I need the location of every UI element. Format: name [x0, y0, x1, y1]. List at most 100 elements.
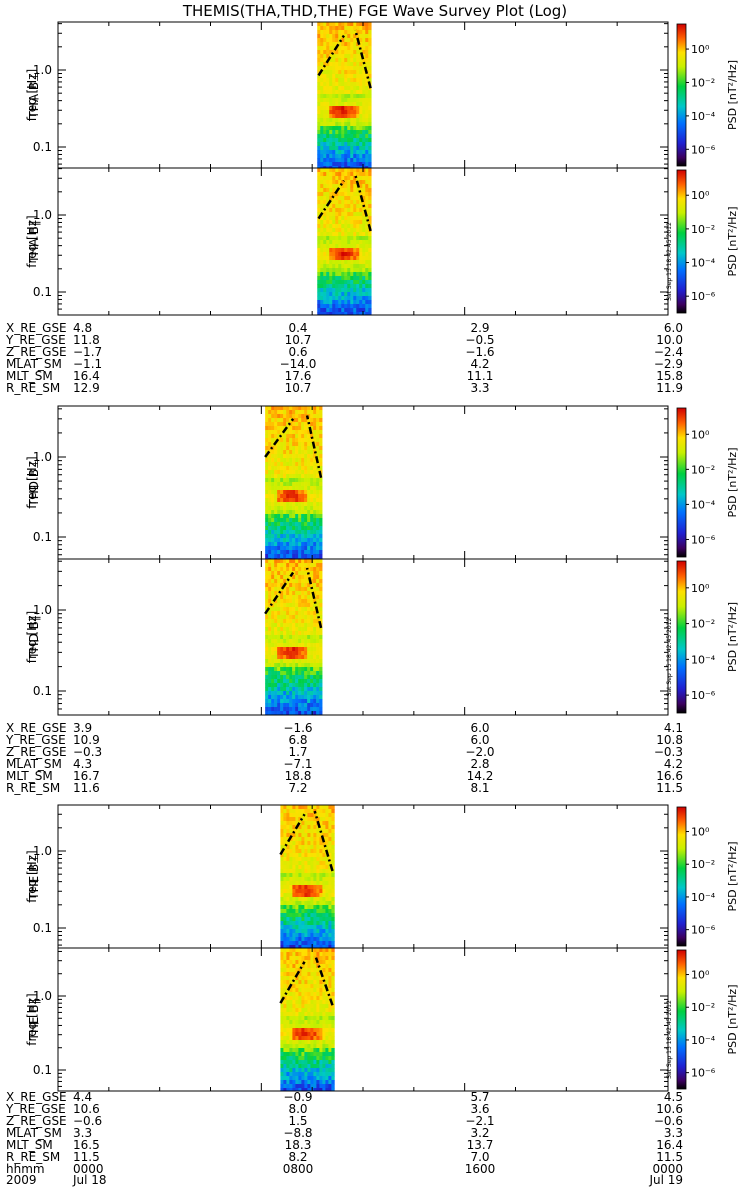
ephemeris-value: 10.6 — [656, 1102, 683, 1116]
ephemeris-value: 10.7 — [285, 333, 312, 347]
colorbar — [676, 806, 687, 947]
ephemeris-value: −8.8 — [283, 1126, 312, 1140]
ephemeris-row-label: X_RE_GSE — [6, 1090, 67, 1104]
gyrofrequency-line — [305, 567, 323, 629]
colorbar-tick-label: 10⁻² — [691, 858, 715, 871]
ephemeris-value: 4.2 — [664, 757, 683, 771]
ephemeris-value: 6.8 — [288, 733, 307, 747]
ephemeris-value: 3.2 — [470, 1126, 489, 1140]
panel-name-label: THD B⊥ — [27, 458, 41, 507]
ephemeris-value: 16.5 — [73, 1138, 100, 1152]
ephemeris-row-label: R_RE_SM — [6, 781, 60, 795]
ephemeris-value: −0.5 — [465, 333, 494, 347]
ephemeris-value: 4.2 — [470, 357, 489, 371]
ephemeris-value: −1.7 — [73, 345, 102, 359]
ephemeris-value: 16.4 — [656, 1138, 683, 1152]
ephemeris-value: 6.0 — [470, 733, 489, 747]
spectrogram-panel — [57, 804, 689, 949]
ephemeris-value: 4.4 — [73, 1090, 92, 1104]
panel-name-label: THD B∥ — [27, 615, 41, 660]
ephemeris-row-label: R_RE_SM — [6, 381, 60, 395]
ephemeris-value: 8.0 — [288, 1102, 307, 1116]
ephemeris-row-label: R_RE_SM — [6, 1150, 60, 1164]
colorbar-tick-label: 10⁻⁴ — [691, 110, 716, 123]
colorbar-label: PSD [nT²/Hz] — [726, 206, 739, 276]
y-tick-label: 0.1 — [33, 1063, 52, 1077]
x-tick-label: 0000 — [73, 1162, 104, 1176]
x-tick-label: 1600 — [465, 1162, 496, 1176]
ephemeris-row-label: MLAT_SM — [6, 1126, 62, 1140]
ephemeris-value: 11.9 — [656, 381, 683, 395]
ephemeris-value: −2.4 — [654, 345, 683, 359]
ephemeris-value: 11.5 — [656, 1150, 683, 1164]
colorbar-tick-label: 10⁻⁴ — [691, 891, 716, 904]
colorbar-label: PSD [nT²/Hz] — [726, 602, 739, 672]
ephemeris-value: −14.0 — [280, 357, 317, 371]
ephemeris-value: 8.2 — [288, 1150, 307, 1164]
ephemeris-row-label: X_RE_GSE — [6, 321, 67, 335]
colorbar-label: PSD [nT²/Hz] — [726, 984, 739, 1054]
colorbar-tick-label: 10⁻² — [691, 463, 715, 476]
colorbar-tick-label: 10⁻⁶ — [691, 689, 716, 702]
ephemeris-value: 4.5 — [664, 1090, 683, 1104]
colorbar — [676, 407, 687, 558]
ephemeris-row-label: MLAT_SM — [6, 357, 62, 371]
ephemeris-value: 0.4 — [288, 321, 307, 335]
ephemeris-value: 11.5 — [656, 781, 683, 795]
ephemeris-value: −2.1 — [465, 1114, 494, 1128]
ephemeris-row-label: MLT_SM — [6, 1138, 53, 1152]
date-label: 2009 — [6, 1173, 37, 1187]
y-tick-label: 1.0 — [33, 450, 52, 464]
colorbar-tick-label: 10⁻⁶ — [691, 143, 716, 156]
page-title: THEMIS(THA,THD,THE) FGE Wave Survey Plot… — [182, 2, 568, 20]
spectrogram-panel — [57, 21, 689, 169]
ephemeris-value: 2.8 — [470, 757, 489, 771]
ephemeris-value: 1.7 — [288, 745, 307, 759]
ephemeris-value: 11.8 — [73, 333, 100, 347]
colorbar-tick-label: 10⁻⁶ — [691, 290, 716, 303]
colorbar-tick-label: 10⁻⁶ — [691, 1067, 716, 1080]
y-tick-label: 0.1 — [33, 921, 52, 935]
ephemeris-value: −2.9 — [654, 357, 683, 371]
ephemeris-value: −7.1 — [283, 757, 312, 771]
ephemeris-value: 8.1 — [470, 781, 489, 795]
colorbar-tick-label: 10⁻² — [691, 1001, 715, 1014]
colorbar-tick-label: 10⁰ — [691, 969, 710, 982]
colorbar-label: PSD [nT²/Hz] — [726, 447, 739, 517]
ephemeris-value: −0.6 — [73, 1114, 102, 1128]
ephemeris-row-label: Y_RE_GSE — [5, 1102, 66, 1116]
ephemeris-value: −2.0 — [465, 745, 494, 759]
ephemeris-row-label: Z_RE_GSE — [6, 745, 67, 759]
gyrofrequency-line — [264, 571, 295, 615]
date-label: Jul 18 — [72, 1173, 107, 1187]
colorbar-tick-label: 10⁰ — [691, 826, 710, 839]
y-axis-label: freq [Hz] — [25, 850, 39, 902]
ephemeris-value: 7.2 — [288, 781, 307, 795]
ephemeris-value: 10.9 — [73, 733, 100, 747]
y-tick-label: 1.0 — [33, 844, 52, 858]
x-tick-label: 0000 — [652, 1162, 683, 1176]
y-tick-label: 1.0 — [33, 208, 52, 222]
ephemeris-value: 11.5 — [73, 1150, 100, 1164]
spectrogram-panel — [57, 947, 689, 1092]
colorbar — [676, 949, 687, 1090]
colorbar-tick-label: 10⁰ — [691, 428, 710, 441]
ephemeris-value: −0.3 — [654, 745, 683, 759]
colorbar-label: PSD [nT²/Hz] — [726, 841, 739, 911]
ephemeris-row-label: Y_RE_GSE — [5, 333, 66, 347]
colorbar-tick-label: 10⁻² — [691, 76, 715, 89]
gyrofrequency-line — [354, 29, 372, 89]
ephemeris-value: 17.6 — [285, 369, 312, 383]
ephemeris-value: 3.3 — [470, 381, 489, 395]
ephemeris-value: 5.7 — [470, 1090, 489, 1104]
ephemeris-value: 3.3 — [73, 1126, 92, 1140]
panel-frame — [57, 804, 669, 949]
ephemeris-value: 3.6 — [470, 1102, 489, 1116]
ephemeris-value: 10.0 — [656, 333, 683, 347]
ephemeris-value: 4.8 — [73, 321, 92, 335]
y-tick-label: 0.1 — [33, 285, 52, 299]
ephemeris-value: 4.3 — [73, 757, 92, 771]
ephemeris-value: 0.6 — [288, 345, 307, 359]
ephemeris-value: −0.6 — [654, 1114, 683, 1128]
